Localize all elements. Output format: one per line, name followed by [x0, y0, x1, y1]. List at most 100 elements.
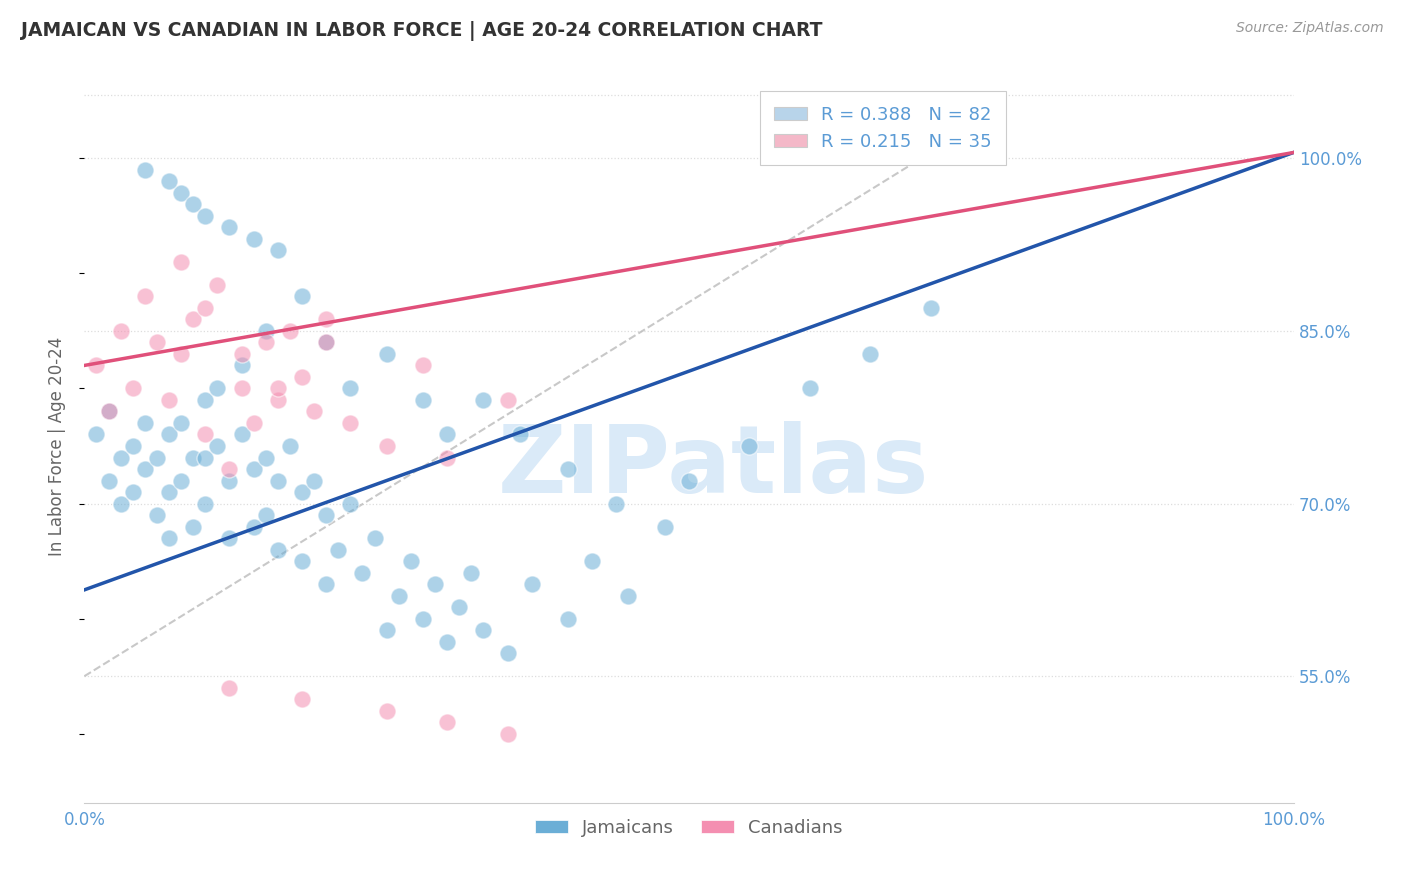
Point: [121, 381, 143, 395]
Point: [436, 715, 458, 730]
Point: [110, 324, 132, 338]
Point: [157, 531, 180, 545]
Point: [231, 347, 253, 361]
Text: JAMAICAN VS CANADIAN IN LABOR FORCE | AGE 20-24 CORRELATION CHART: JAMAICAN VS CANADIAN IN LABOR FORCE | AG…: [21, 21, 823, 40]
Point: [267, 542, 290, 557]
Point: [375, 704, 398, 718]
Point: [231, 381, 253, 395]
Point: [436, 427, 458, 442]
Point: [146, 450, 169, 465]
Point: [267, 381, 290, 395]
Point: [170, 255, 193, 269]
Point: [449, 600, 471, 615]
Point: [194, 427, 217, 442]
Point: [267, 474, 290, 488]
Point: [412, 612, 434, 626]
Y-axis label: In Labor Force | Age 20-24: In Labor Force | Age 20-24: [48, 336, 66, 556]
Point: [605, 497, 627, 511]
Point: [291, 289, 314, 303]
Point: [97, 404, 120, 418]
Point: [207, 439, 229, 453]
Point: [157, 174, 180, 188]
Point: [278, 439, 301, 453]
Point: [267, 392, 290, 407]
Point: [738, 439, 761, 453]
Point: [315, 577, 337, 591]
Point: [472, 392, 495, 407]
Point: [134, 289, 156, 303]
Point: [134, 462, 156, 476]
Point: [97, 404, 120, 418]
Point: [267, 244, 290, 258]
Point: [423, 577, 446, 591]
Point: [194, 450, 217, 465]
Point: [194, 392, 217, 407]
Point: [121, 485, 143, 500]
Point: [315, 335, 337, 350]
Point: [218, 462, 240, 476]
Point: [799, 381, 821, 395]
Text: ZIPatlas: ZIPatlas: [498, 421, 929, 514]
Point: [678, 474, 700, 488]
Point: [460, 566, 482, 580]
Point: [339, 416, 361, 430]
Point: [242, 462, 264, 476]
Point: [315, 335, 337, 350]
Point: [242, 519, 264, 533]
Point: [207, 381, 229, 395]
Legend: Jamaicans, Canadians: Jamaicans, Canadians: [529, 812, 849, 844]
Point: [557, 462, 579, 476]
Point: [181, 519, 204, 533]
Point: [134, 162, 156, 177]
Point: [254, 335, 277, 350]
Point: [157, 485, 180, 500]
Point: [388, 589, 411, 603]
Point: [328, 542, 350, 557]
Point: [218, 220, 240, 235]
Point: [242, 232, 264, 246]
Point: [496, 392, 519, 407]
Point: [242, 416, 264, 430]
Point: [194, 497, 217, 511]
Point: [170, 474, 193, 488]
Point: [291, 554, 314, 568]
Point: [170, 416, 193, 430]
Point: [181, 312, 204, 326]
Point: [86, 427, 108, 442]
Point: [375, 623, 398, 637]
Point: [181, 197, 204, 211]
Point: [352, 566, 374, 580]
Point: [254, 450, 277, 465]
Point: [412, 392, 434, 407]
Point: [617, 589, 640, 603]
Point: [412, 359, 434, 373]
Point: [509, 427, 531, 442]
Point: [231, 427, 253, 442]
Point: [207, 277, 229, 292]
Point: [436, 634, 458, 648]
Point: [146, 335, 169, 350]
Point: [97, 474, 120, 488]
Point: [375, 439, 398, 453]
Point: [121, 439, 143, 453]
Point: [218, 474, 240, 488]
Point: [110, 450, 132, 465]
Point: [375, 347, 398, 361]
Point: [170, 186, 193, 200]
Point: [157, 392, 180, 407]
Point: [194, 301, 217, 315]
Point: [436, 450, 458, 465]
Point: [218, 681, 240, 695]
Point: [134, 416, 156, 430]
Point: [110, 497, 132, 511]
Point: [218, 531, 240, 545]
Point: [399, 554, 422, 568]
Point: [363, 531, 385, 545]
Point: [181, 450, 204, 465]
Point: [194, 209, 217, 223]
Text: Source: ZipAtlas.com: Source: ZipAtlas.com: [1236, 21, 1384, 35]
Point: [146, 508, 169, 522]
Point: [231, 359, 253, 373]
Point: [86, 359, 108, 373]
Point: [170, 347, 193, 361]
